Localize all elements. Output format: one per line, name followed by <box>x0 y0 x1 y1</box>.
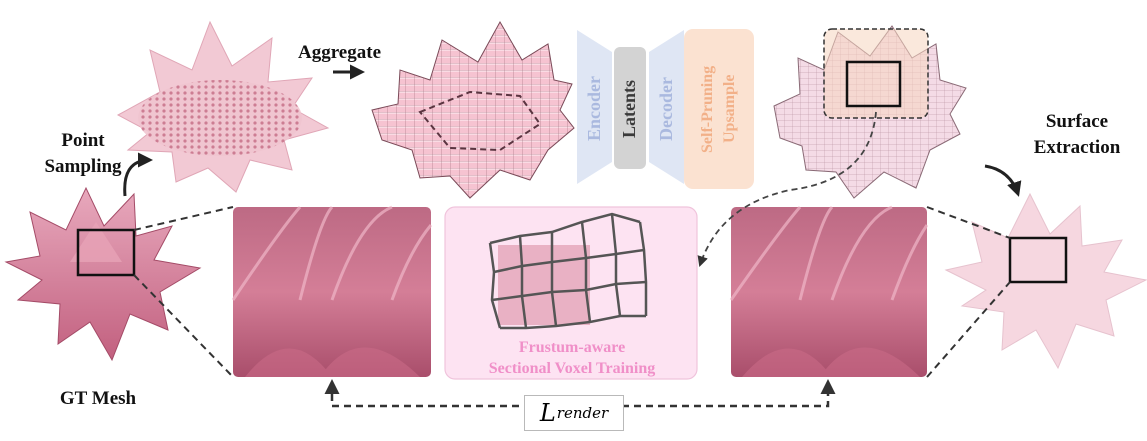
upsample-label: Self-Pruning Upsample <box>699 65 738 153</box>
latents-block <box>614 47 646 169</box>
frustum-caption: Frustum-aware Sectional Voxel Training <box>488 339 656 377</box>
encoder-label: Encoder <box>584 76 604 142</box>
voxel-flower <box>371 20 575 199</box>
reconstructed-voxel-flower <box>773 25 967 199</box>
point-sampling-arrow <box>123 152 153 197</box>
latents-label: Latents <box>619 80 639 138</box>
pipeline-blocks <box>577 29 754 189</box>
zoom-connectors <box>133 206 1011 378</box>
surface-extraction-label: Surface Extraction <box>1033 111 1121 158</box>
decoder-label: Decoder <box>656 77 676 141</box>
gt-render-panel <box>231 205 433 377</box>
frustum-panel <box>444 206 698 380</box>
gt-mesh-label: GT Mesh <box>59 388 137 409</box>
frustum-arrow <box>697 111 877 268</box>
point-sampling-label: Point Sampling <box>44 130 122 177</box>
point-cloud-flower <box>116 20 330 193</box>
surface-extraction-arrow <box>984 164 1022 197</box>
upsample-block <box>684 29 754 189</box>
gt-mesh-flower <box>4 186 202 362</box>
predicted-render-panel <box>729 205 929 377</box>
loss-subscript: render <box>556 404 609 422</box>
encoder-block <box>577 30 612 184</box>
surface-zoom-box <box>1008 236 1068 284</box>
decoder-block <box>649 30 684 184</box>
aggregate-label: Aggregate <box>298 42 382 63</box>
loss-symbol: L <box>539 399 556 427</box>
